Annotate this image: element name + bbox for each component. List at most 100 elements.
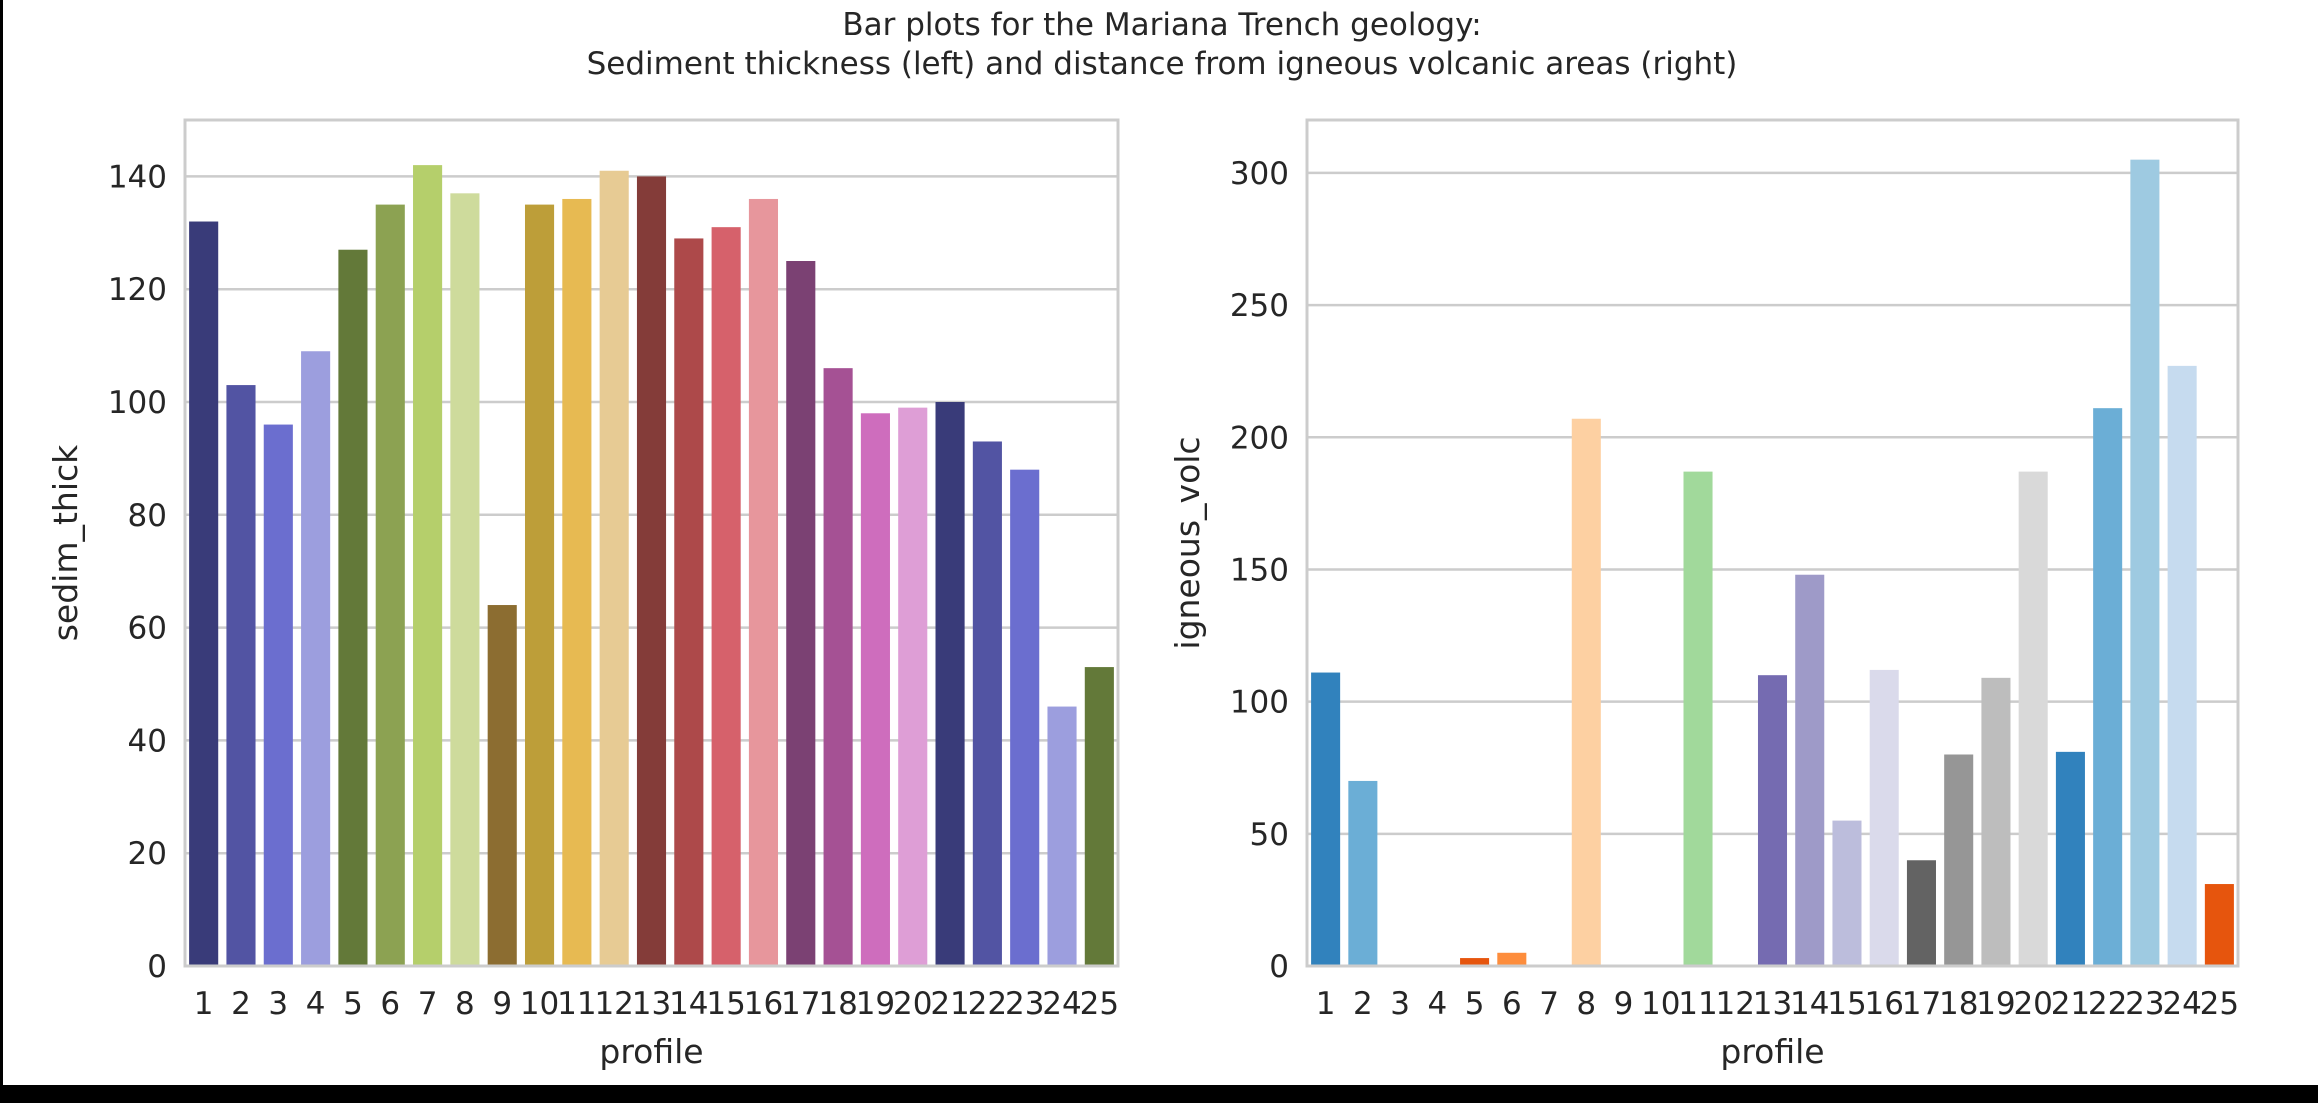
y-tick-label: 20 xyxy=(128,836,167,872)
y-tick-label: 100 xyxy=(1230,685,1289,721)
x-tick-label: 13 xyxy=(632,986,671,1022)
y-tick-label: 120 xyxy=(108,272,167,308)
bar-igneous-profile-17 xyxy=(1906,860,1936,966)
x-tick-label: 11 xyxy=(557,986,596,1022)
y-tick-label: 300 xyxy=(1230,156,1289,192)
x-tick-label: 19 xyxy=(856,986,895,1022)
bar-sedim-profile-12 xyxy=(599,170,629,966)
x-tick-label: 4 xyxy=(1427,986,1447,1022)
x-tick-label: 13 xyxy=(1753,986,1792,1022)
bar-igneous-profile-23 xyxy=(2130,159,2160,966)
bar-sedim-profile-13 xyxy=(636,176,667,966)
x-tick-label: 7 xyxy=(418,986,438,1022)
x-tick-label: 8 xyxy=(455,986,475,1022)
x-tick-label: 25 xyxy=(2200,986,2239,1022)
bar-sedim-profile-17 xyxy=(786,261,816,966)
bar-igneous-profile-11 xyxy=(1683,471,1713,966)
x-tick-label: 10 xyxy=(520,986,559,1022)
bar-igneous-profile-1 xyxy=(1311,672,1341,966)
bar-igneous-profile-16 xyxy=(1869,669,1899,966)
x-tick-label: 24 xyxy=(1042,986,1081,1022)
x-tick-label: 7 xyxy=(1539,986,1559,1022)
bar-sedim-profile-3 xyxy=(263,424,293,966)
bar-sedim-profile-22 xyxy=(972,441,1002,967)
bar-sedim-profile-5 xyxy=(338,249,368,967)
bar-sedim-profile-2 xyxy=(226,385,256,967)
bar-sedim-profile-9 xyxy=(487,605,517,966)
y-tick-label: 200 xyxy=(1230,420,1289,456)
x-axis-label: profile xyxy=(599,1032,703,1071)
bar-igneous-profile-25 xyxy=(2204,884,2234,966)
x-tick-label: 6 xyxy=(380,986,400,1022)
x-tick-label: 25 xyxy=(1080,986,1119,1022)
x-tick-label: 15 xyxy=(1827,986,1866,1022)
x-tick-label: 5 xyxy=(343,986,363,1022)
bar-igneous-profile-6 xyxy=(1497,952,1527,966)
x-tick-label: 2 xyxy=(231,986,251,1022)
bar-sedim-profile-16 xyxy=(748,198,779,966)
axes-frame xyxy=(183,118,1120,968)
bar-igneous-profile-8 xyxy=(1571,418,1601,966)
x-tick-label: 12 xyxy=(1716,986,1755,1022)
figure-title-line-1: Bar plots for the Mariana Trench geology… xyxy=(842,7,1481,43)
y-tick-label: 150 xyxy=(1230,552,1289,588)
x-tick-label: 20 xyxy=(893,986,932,1022)
x-tick-label: 22 xyxy=(968,986,1007,1022)
x-tick-label: 12 xyxy=(594,986,633,1022)
bar-sedim-profile-10 xyxy=(524,204,555,967)
x-tick-label: 9 xyxy=(1614,986,1634,1022)
bar-sedim-profile-21 xyxy=(935,402,965,966)
x-tick-label: 18 xyxy=(1939,986,1978,1022)
x-tick-label: 23 xyxy=(2125,986,2164,1022)
x-tick-label: 24 xyxy=(2162,986,2201,1022)
y-tick-label: 0 xyxy=(147,949,167,985)
bar-igneous-profile-15 xyxy=(1832,820,1862,966)
x-tick-label: 15 xyxy=(706,986,745,1022)
x-tick-label: 21 xyxy=(2051,986,2090,1022)
bar-sedim-profile-8 xyxy=(450,193,480,966)
y-tick-label: 250 xyxy=(1230,288,1289,324)
y-tick-label: 0 xyxy=(1269,949,1289,985)
y-tick-label: 50 xyxy=(1250,817,1289,853)
y-tick-label: 100 xyxy=(108,385,167,421)
x-tick-label: 8 xyxy=(1576,986,1596,1022)
y-axis-label: sedim_thick xyxy=(46,444,85,641)
y-tick-label: 80 xyxy=(128,498,167,534)
bar-igneous-profile-20 xyxy=(2018,471,2048,966)
y-tick-label: 60 xyxy=(128,611,167,647)
bar-sedim-profile-18 xyxy=(823,368,853,966)
bar-sedim-profile-23 xyxy=(1010,469,1040,966)
bar-sedim-profile-4 xyxy=(301,351,331,966)
x-tick-label: 5 xyxy=(1465,986,1485,1022)
x-tick-label: 6 xyxy=(1502,986,1522,1022)
x-tick-label: 11 xyxy=(1678,986,1717,1022)
bar-sedim-profile-19 xyxy=(860,413,890,966)
x-tick-label: 20 xyxy=(2013,986,2052,1022)
bar-igneous-profile-2 xyxy=(1348,780,1378,966)
x-tick-label: 1 xyxy=(194,986,214,1022)
bar-sedim-profile-25 xyxy=(1084,667,1114,966)
x-tick-label: 22 xyxy=(2088,986,2127,1022)
bar-igneous-profile-21 xyxy=(2055,751,2085,966)
x-tick-label: 1 xyxy=(1316,986,1336,1022)
bar-sedim-profile-20 xyxy=(898,407,928,966)
x-tick-label: 18 xyxy=(818,986,857,1022)
x-tick-label: 2 xyxy=(1353,986,1373,1022)
bar-sedim-profile-6 xyxy=(375,204,405,967)
bar-sedim-profile-1 xyxy=(189,221,219,966)
bar-igneous-profile-22 xyxy=(2093,408,2123,966)
x-tick-label: 9 xyxy=(492,986,512,1022)
bar-igneous-profile-24 xyxy=(2167,365,2197,966)
bar-sedim-profile-11 xyxy=(562,198,592,966)
figure-title-line-2: Sediment thickness (left) and distance f… xyxy=(587,46,1738,82)
bar-igneous-profile-14 xyxy=(1795,574,1825,966)
axes-frame xyxy=(1305,118,2240,968)
bar-sedim-profile-14 xyxy=(674,238,704,966)
x-tick-label: 16 xyxy=(744,986,783,1022)
bar-sedim-profile-24 xyxy=(1047,706,1077,966)
x-tick-label: 17 xyxy=(1902,986,1941,1022)
x-tick-label: 14 xyxy=(1790,986,1829,1022)
bar-sedim-profile-7 xyxy=(413,165,443,966)
